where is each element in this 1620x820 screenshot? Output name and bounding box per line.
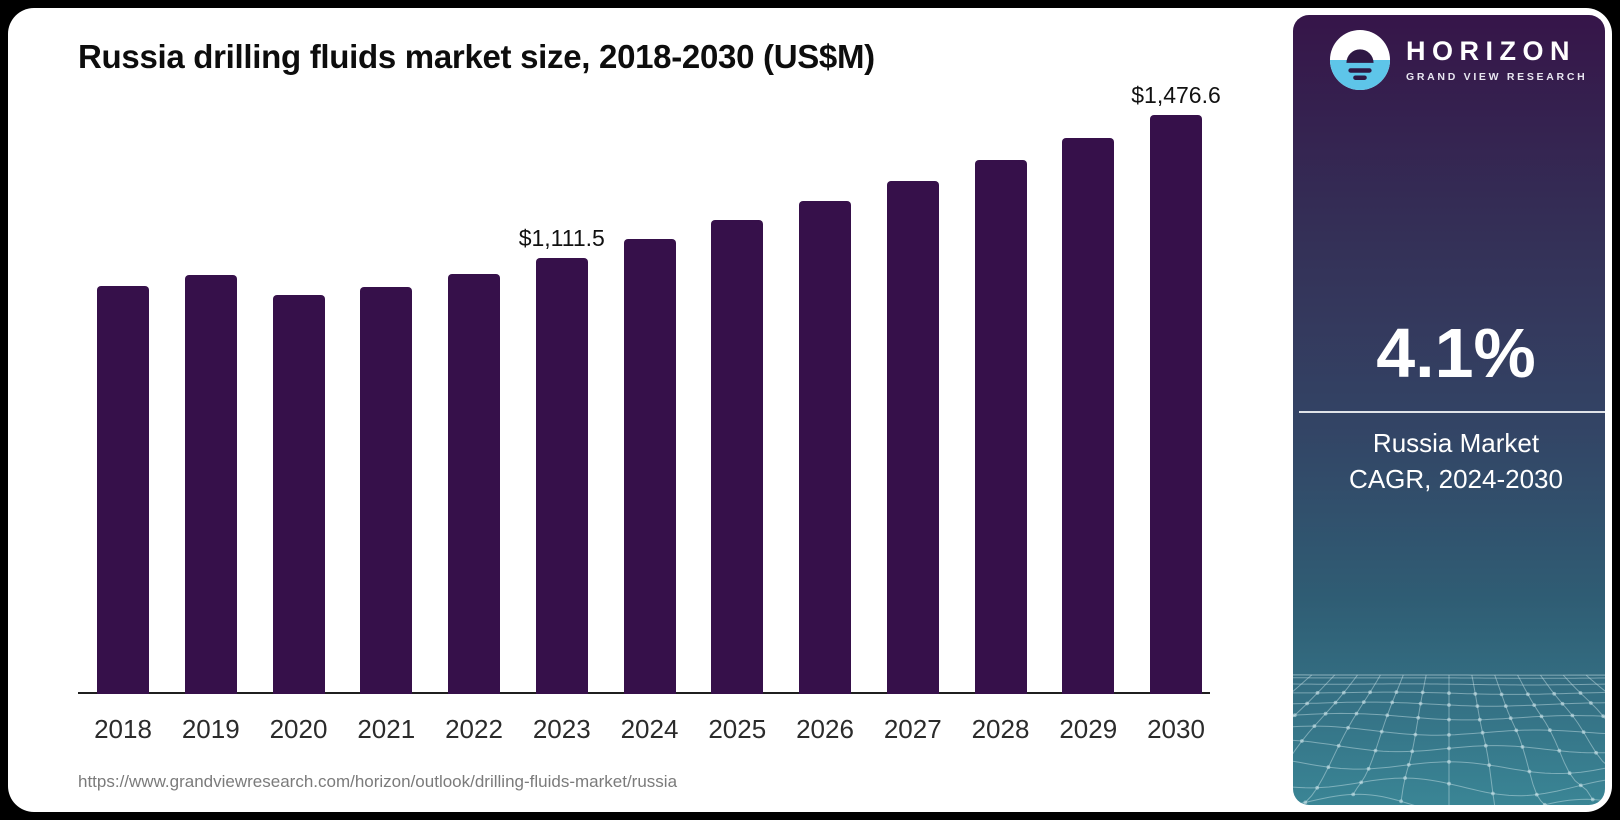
bar-2024 [623,239,676,694]
stat-caption-line2: CAGR, 2024-2030 [1349,464,1563,494]
bar-2030 [1150,115,1202,694]
bar-2020 [272,295,325,694]
bar-2025 [711,220,764,694]
x-tick-2019: 2019 [181,714,240,744]
bar-2023 [535,258,588,694]
bar-2019 [184,275,237,694]
wireframe-mesh-decoration [1293,674,1605,805]
x-tick-2029: 2029 [1059,714,1118,744]
chart-title: Russia drilling fluids market size, 2018… [78,38,875,75]
x-tick-2030: 2030 [1147,714,1205,744]
stat-caption-line1: Russia Market [1372,428,1540,458]
x-tick-2025: 2025 [708,714,767,744]
x-tick-2022: 2022 [445,714,503,744]
cagr-stat-value: 4.1% [1376,314,1536,392]
x-tick-2020: 2020 [269,714,328,744]
brand-logo-text: HORIZON GRAND VIEW RESEARCH [1406,35,1588,83]
bar-2021 [360,287,413,694]
sidebar-panel: HORIZON GRAND VIEW RESEARCH 4.1% Russia … [1293,15,1605,805]
brand-logo: HORIZON GRAND VIEW RESEARCH [1329,29,1587,91]
brand-subtitle: GRAND VIEW RESEARCH [1406,70,1588,83]
brand-name: HORIZON [1406,35,1576,66]
data-label-2030: $1,476.6 [1131,82,1221,108]
x-tick-2027: 2027 [883,714,942,744]
data-label-2023: $1,111.5 [518,225,605,251]
x-tick-2026: 2026 [796,714,854,744]
bar-2022 [448,274,500,694]
x-tick-2028: 2028 [971,714,1030,744]
bar-chart: 2018 2019 2020 2021 2022 2023 $1,111.5 2024 2025… [8,8,1293,812]
bar-2028 [974,160,1027,694]
x-tick-2023: 2023 [532,714,591,744]
x-tick-2018: 2018 [94,714,152,744]
bar-2026 [799,201,851,694]
x-tick-2021: 2021 [357,714,416,744]
bar-2029 [1062,138,1115,694]
stat-divider [1299,411,1605,413]
bar-2018 [97,286,149,694]
source-url-link[interactable]: https://www.grandviewresearch.com/horizo… [78,772,678,791]
sunrise-logo-icon [1329,29,1391,91]
cagr-stat-caption: Russia Market CAGR, 2024-2030 [1293,425,1605,497]
bar-2027 [886,181,939,694]
x-tick-2024: 2024 [620,714,679,744]
infographic-card: Russia drilling fluids market size, 2018… [8,8,1612,812]
